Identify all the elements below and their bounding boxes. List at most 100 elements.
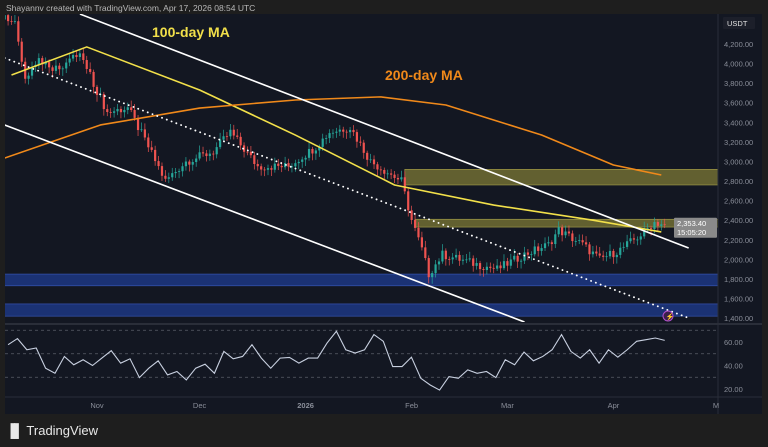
candle-body xyxy=(636,239,639,241)
candle-body xyxy=(420,237,423,248)
candle-body xyxy=(229,129,232,137)
y-tick-label: 4,200.00 xyxy=(724,40,753,49)
candle-body xyxy=(212,153,215,155)
candle-body xyxy=(485,266,488,271)
lightning-alert-icon[interactable] xyxy=(662,310,674,322)
rsi-pane[interactable]: 60.00 40.00 20.00 xyxy=(5,329,743,394)
candle-body xyxy=(191,162,194,165)
price-pane[interactable] xyxy=(4,8,718,322)
rsi-tick-label: 40.00 xyxy=(724,362,743,371)
y-tick-label: 3,400.00 xyxy=(724,118,753,127)
candle-body xyxy=(345,131,348,133)
candle-body xyxy=(5,15,6,20)
candle-body xyxy=(280,165,283,168)
zone-yellow-1 xyxy=(414,218,718,228)
candle-body xyxy=(201,152,205,154)
trendline-solid-1[interactable] xyxy=(5,124,525,322)
candle-body xyxy=(41,58,44,65)
candle-body xyxy=(133,110,136,118)
candle-body xyxy=(584,242,588,245)
candle-body xyxy=(325,138,328,139)
candle-body xyxy=(301,159,304,162)
y-tick-label: 1,400.00 xyxy=(724,314,753,323)
candle-body xyxy=(424,247,427,259)
candle-body xyxy=(140,129,143,131)
candle-body xyxy=(376,164,379,170)
candle-body xyxy=(653,222,656,230)
x-tick-label: Apr xyxy=(608,401,620,410)
candle-body xyxy=(629,238,632,242)
ma200-label: 200-day MA xyxy=(385,67,463,83)
candle-body xyxy=(632,238,636,240)
candle-body xyxy=(458,254,461,261)
candle-body xyxy=(260,166,263,170)
candle-body xyxy=(338,129,341,132)
candle-body xyxy=(455,254,458,258)
candle-body xyxy=(253,155,256,165)
candle-body xyxy=(20,41,23,62)
candle-body xyxy=(581,240,584,243)
candle-body xyxy=(208,153,211,157)
candle-body xyxy=(526,252,530,255)
trendline-dotted-2[interactable] xyxy=(5,57,690,319)
candle-body xyxy=(588,244,591,255)
x-tick-label: Nov xyxy=(90,401,104,410)
x-tick-label: Feb xyxy=(405,401,418,410)
candle-body xyxy=(342,129,345,132)
candle-body xyxy=(219,139,222,148)
zone-yellow-0 xyxy=(404,169,718,186)
candle-body xyxy=(390,173,393,175)
trendline-solid-0[interactable] xyxy=(79,14,689,249)
y-tick-label: 2,600.00 xyxy=(724,197,753,206)
candle-body xyxy=(164,175,167,179)
candle-body xyxy=(44,62,47,65)
candle-body xyxy=(75,55,78,57)
candle-body xyxy=(263,169,266,171)
candle-body xyxy=(489,266,492,268)
candle-body xyxy=(321,138,324,147)
candle-body xyxy=(174,171,177,174)
candle-body xyxy=(318,146,321,151)
candle-body xyxy=(277,163,280,166)
candle-body xyxy=(171,173,174,178)
candle-body xyxy=(126,107,129,110)
candle-body xyxy=(61,68,64,70)
tradingview-logo[interactable]: ▐▌ TradingView xyxy=(6,423,98,438)
last-price-value: 2,353.40 xyxy=(677,219,706,228)
candle-body xyxy=(646,228,649,229)
candle-body xyxy=(92,71,95,87)
candle-body xyxy=(195,158,198,163)
y-tick-label: 1,800.00 xyxy=(724,275,753,284)
candle-body xyxy=(177,171,181,173)
candle-body xyxy=(147,137,150,148)
candle-body xyxy=(222,136,225,140)
candle-body xyxy=(109,112,112,113)
candle-body xyxy=(478,263,482,270)
ma100-label: 100-day MA xyxy=(152,24,230,40)
candle-body xyxy=(188,161,191,165)
y-tick-label: 1,600.00 xyxy=(724,295,753,304)
candle-body xyxy=(232,129,235,136)
candle-body xyxy=(506,261,509,266)
candle-body xyxy=(359,141,362,143)
candle-body xyxy=(30,66,34,76)
candle-body xyxy=(102,94,105,110)
candle-body xyxy=(242,145,246,152)
candle-body xyxy=(431,273,434,278)
candle-body xyxy=(619,247,622,255)
candle-body xyxy=(27,75,30,79)
candle-body xyxy=(451,257,454,260)
last-price-badge xyxy=(674,217,717,238)
candle-body xyxy=(448,259,451,260)
candle-body xyxy=(615,254,618,258)
candle-body xyxy=(622,246,625,248)
candle-body xyxy=(567,231,571,234)
candle-body xyxy=(6,15,10,22)
candle-body xyxy=(304,157,307,160)
candle-body xyxy=(393,174,396,178)
candle-body xyxy=(355,132,359,142)
currency-badge[interactable] xyxy=(723,17,755,29)
candle-body xyxy=(533,246,536,255)
y-tick-label: 4,000.00 xyxy=(724,60,753,69)
